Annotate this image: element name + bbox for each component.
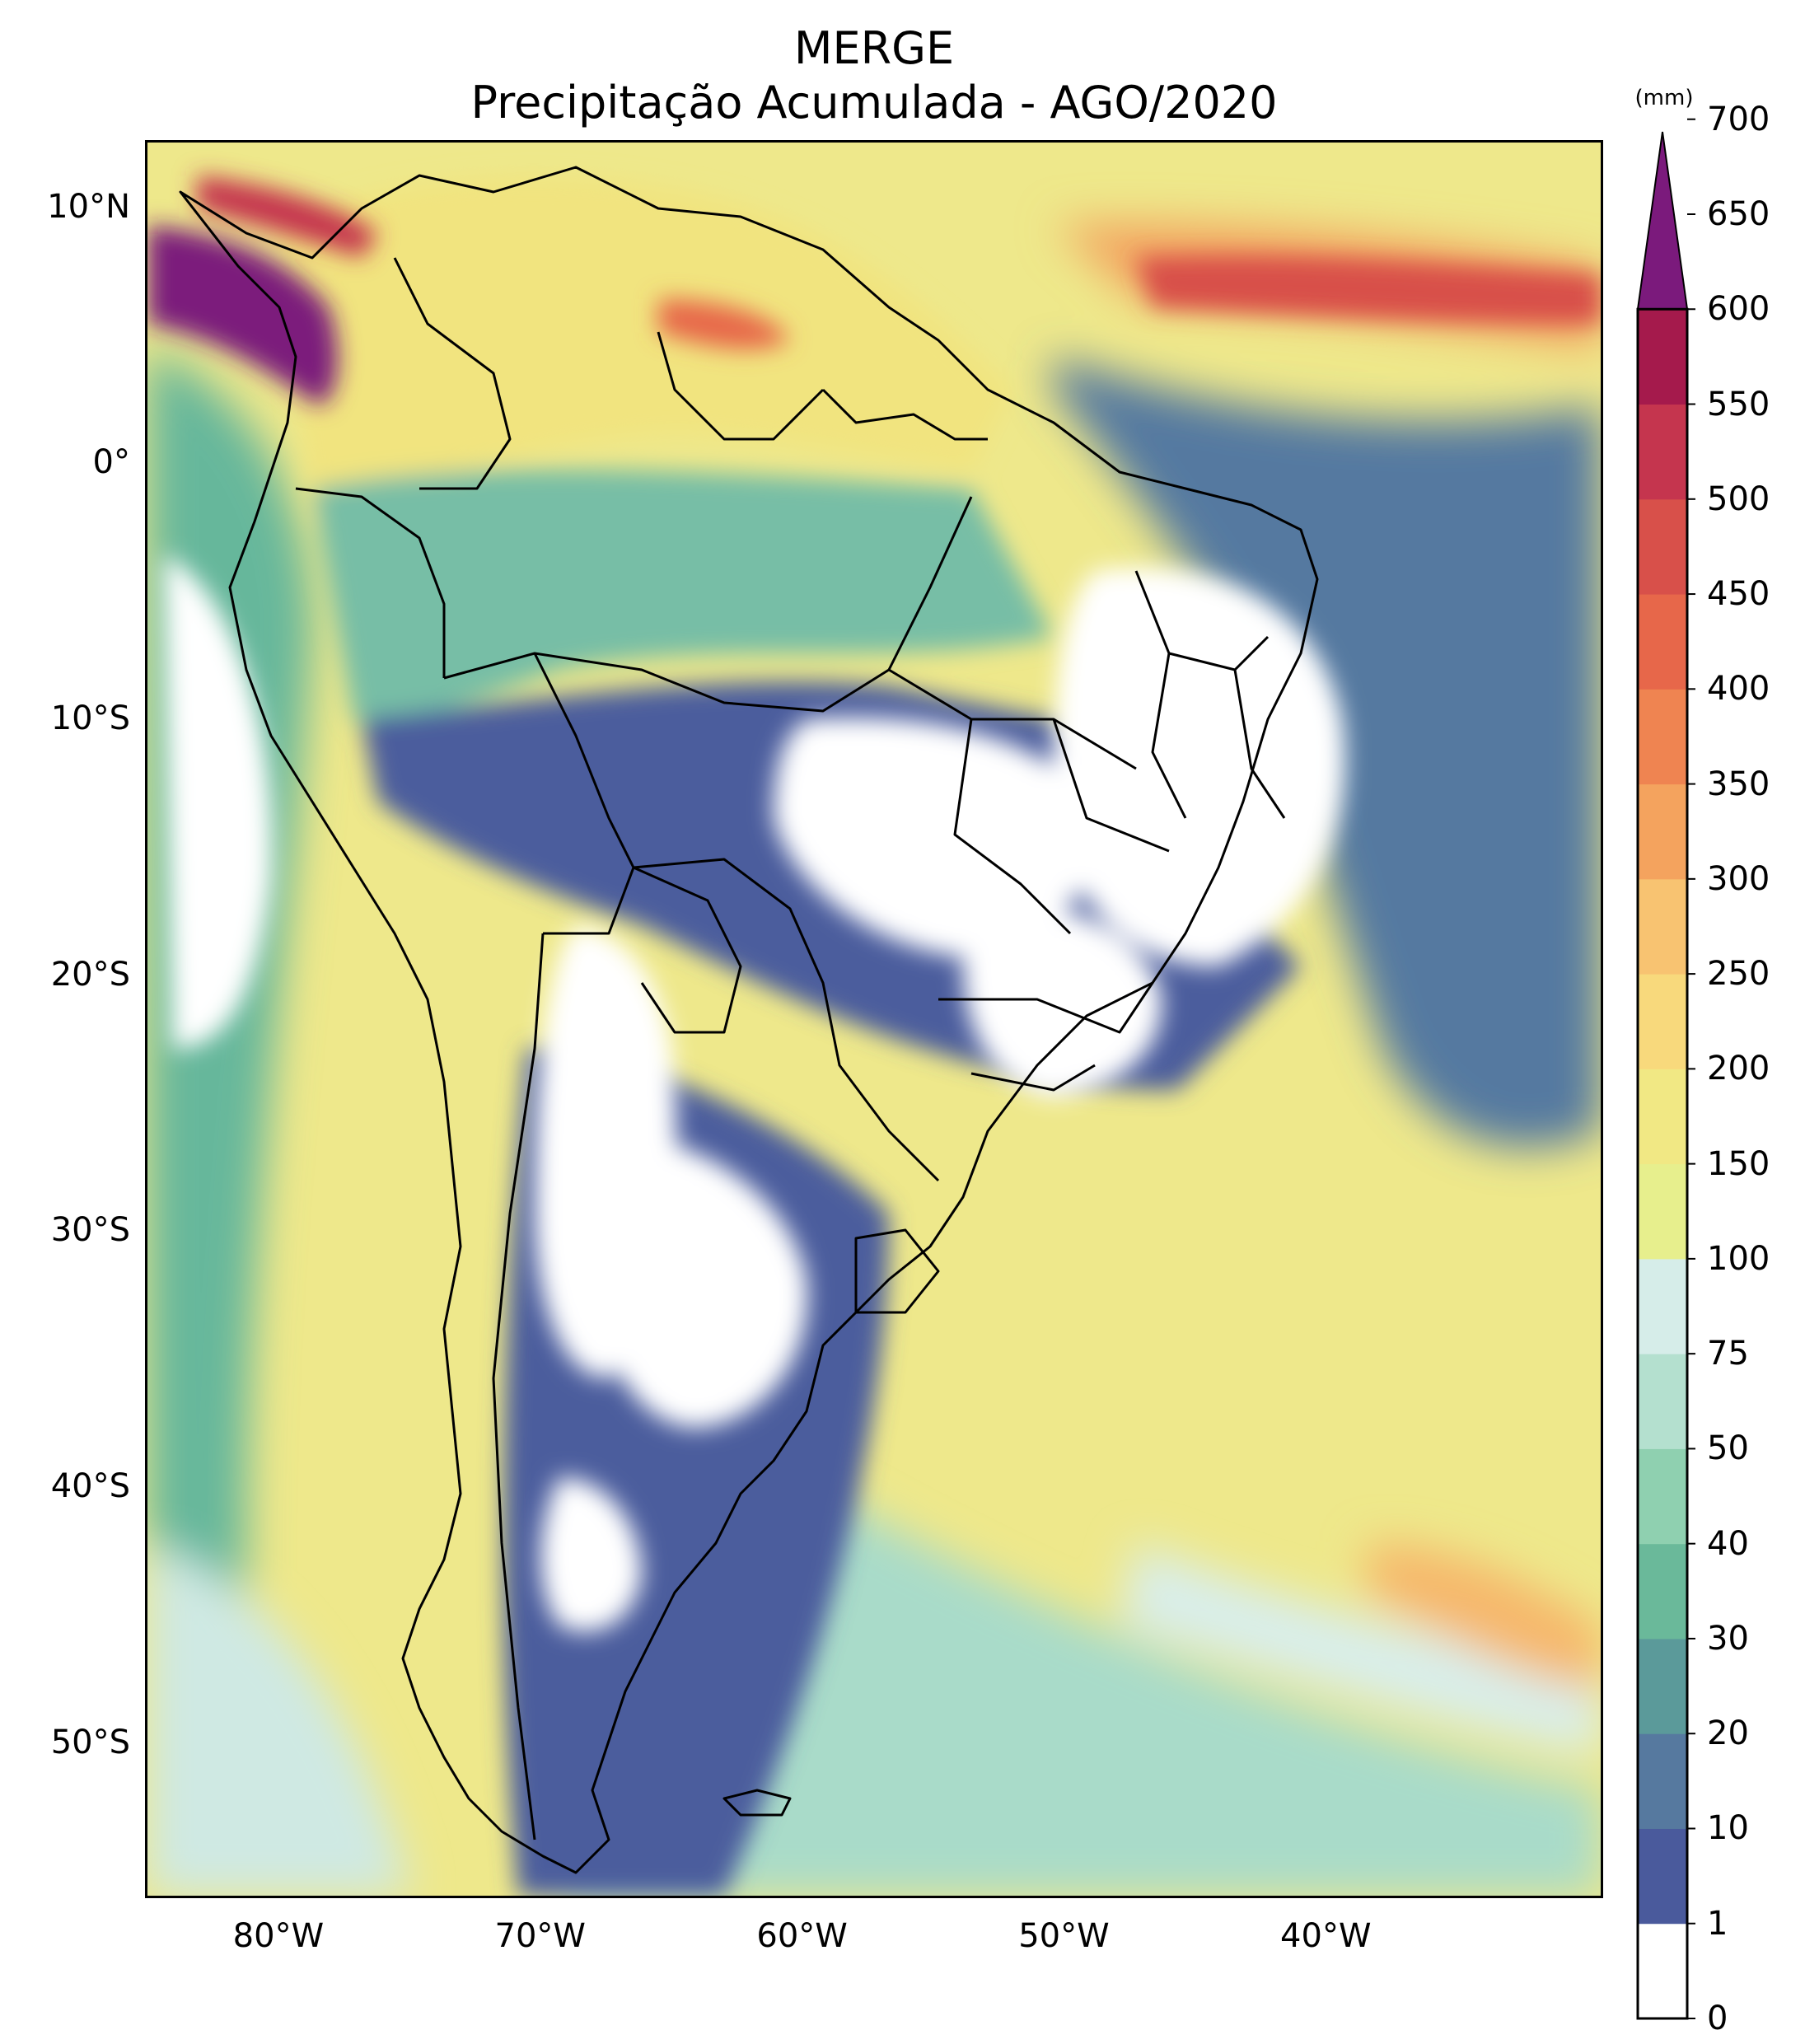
dry-region-northeast-brazil xyxy=(1054,568,1345,966)
colorbar-segment xyxy=(1638,1258,1687,1354)
precipitation-map xyxy=(147,143,1601,1896)
colorbar-tick-label: 40 xyxy=(1707,1524,1749,1563)
border-argentina-chile xyxy=(492,933,545,1841)
country-borders xyxy=(179,166,1319,1874)
colorbar-tick-label: 550 xyxy=(1707,385,1770,423)
border-peru-ecuador xyxy=(295,487,446,678)
colorbar-tick-label: 600 xyxy=(1707,290,1770,329)
map-subtitle: Precipitação Acumulada - AGO/2020 xyxy=(470,77,1278,129)
colorbar-tick-label: 0 xyxy=(1707,2000,1728,2037)
land-amazon xyxy=(312,469,1054,724)
colorbar-tick-label: 50 xyxy=(1707,1429,1749,1468)
border-bolivia xyxy=(533,652,635,935)
states-brazil-central xyxy=(888,668,1170,935)
colorbar-tick-label: 300 xyxy=(1707,859,1770,898)
colorbar-segment xyxy=(1638,1543,1687,1639)
colorbar xyxy=(1636,118,1695,2020)
lon-tick-label: 80°W xyxy=(232,1917,325,1955)
heavy-precip-venezuela xyxy=(658,299,790,349)
colorbar-segment xyxy=(1638,1354,1687,1449)
dry-region-patagonia xyxy=(540,1477,642,1632)
colorbar-segment xyxy=(1638,1733,1687,1829)
map-frame: INPE xyxy=(145,140,1603,1898)
lon-tick-label: 40°W xyxy=(1280,1917,1372,1955)
lat-tick-label: 10°N xyxy=(47,187,130,226)
colorbar-segment xyxy=(1638,1448,1687,1545)
border-paraguay xyxy=(633,866,742,1034)
colorbar-tick-label: 650 xyxy=(1707,195,1770,233)
colorbar-tick-label: 150 xyxy=(1707,1144,1770,1183)
lat-tick-label: 50°S xyxy=(50,1723,130,1761)
colorbar-segment xyxy=(1638,309,1687,405)
colorbar-tick-label: 400 xyxy=(1707,670,1770,709)
precip-patch-south-atlantic xyxy=(1367,1543,1601,1691)
colorbar-tick-label: 200 xyxy=(1707,1050,1770,1088)
colorbar-segment xyxy=(1638,974,1687,1069)
colorbar-tick-label: 20 xyxy=(1707,1714,1749,1753)
precip-band-south-atlantic-light xyxy=(1120,1543,1601,1757)
states-brazil-northeast xyxy=(1134,570,1286,819)
colorbar-tick-label: 10 xyxy=(1707,1809,1749,1848)
states-brazil-southeast xyxy=(938,982,1154,1092)
heavy-precip-panama xyxy=(147,225,338,406)
lon-tick-label: 50°W xyxy=(1018,1917,1110,1955)
colorbar-unit: (mm) xyxy=(1634,86,1694,110)
colorbar-segment xyxy=(1638,689,1687,785)
border-brazil-west xyxy=(443,496,973,713)
lat-tick-label: 20°S xyxy=(50,955,130,994)
lat-tick-label: 10°S xyxy=(50,699,130,737)
lon-tick-label: 60°W xyxy=(756,1917,848,1955)
lat-tick-label: 0° xyxy=(92,443,130,482)
lat-tick-label: 30°S xyxy=(50,1211,130,1250)
colorbar-tick-label: 450 xyxy=(1707,575,1770,614)
lat-tick-label: 40°S xyxy=(50,1466,130,1505)
colorbar-segment xyxy=(1638,878,1687,975)
colorbar-tick-label: 100 xyxy=(1707,1239,1770,1278)
heavy-precip-atlantic-north xyxy=(1136,255,1601,324)
border-colombia-venezuela xyxy=(393,257,512,490)
dry-region-argentina-central xyxy=(592,1131,807,1428)
colorbar-tick-label: 350 xyxy=(1707,765,1770,803)
lon-tick-label: 70°W xyxy=(494,1917,586,1955)
colorbar-tick-label: 75 xyxy=(1707,1335,1749,1373)
colorbar-segment xyxy=(1638,498,1687,595)
falkland-islands xyxy=(722,1789,792,1817)
colorbar-tick-label: 500 xyxy=(1707,479,1770,518)
border-uruguay xyxy=(854,1228,940,1314)
colorbar-segment xyxy=(1638,404,1687,500)
border-guianas xyxy=(821,388,988,441)
colorbar-segment xyxy=(1638,783,1687,880)
precip-band-pacific-south xyxy=(147,1543,411,1896)
colorbar-tick-label: 1 xyxy=(1707,1904,1728,1943)
colorbar-segment xyxy=(1638,1163,1687,1260)
colorbar-segment xyxy=(1638,594,1687,690)
dry-region-minas xyxy=(963,904,1162,1098)
colorbar-segment xyxy=(1638,1638,1687,1734)
dry-region-pacific-west xyxy=(164,554,273,1049)
map-title: MERGE xyxy=(793,22,955,74)
colorbar-segment xyxy=(1638,1828,1687,1925)
colorbar-tick-label: 30 xyxy=(1707,1619,1749,1658)
colorbar-segment xyxy=(1638,1923,1687,2019)
colorbar-segment xyxy=(1638,1069,1687,1165)
colorbar-extend-arrow xyxy=(1636,131,1689,311)
dry-region-central-brazil xyxy=(774,718,1098,958)
land-north xyxy=(279,176,1012,522)
colorbar-tick-label: 250 xyxy=(1707,955,1770,994)
border-brazil-south xyxy=(633,858,940,1182)
south-america-coastline xyxy=(179,166,1319,1874)
colorbar-tick-label: 700 xyxy=(1707,100,1770,138)
border-venezuela-guyana xyxy=(657,331,825,441)
